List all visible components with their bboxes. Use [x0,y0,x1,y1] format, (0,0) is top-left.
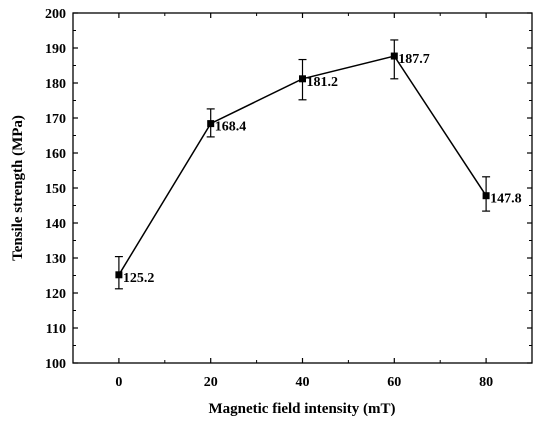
data-label: 181.2 [307,75,339,90]
data-label: 147.8 [490,192,521,207]
data-point [207,120,215,128]
y-tick-label: 130 [45,252,66,267]
y-tick-label: 120 [45,287,66,302]
x-axis-label: Magnetic field intensity (mT) [208,401,395,417]
data-point [299,75,306,83]
y-axis-label: Tensile strength (MPa) [10,115,26,261]
y-tick-label: 140 [45,217,66,232]
y-tick-label: 150 [45,182,66,197]
y-tick-label: 100 [45,357,66,372]
x-tick-label: 80 [479,375,493,390]
data-label: 168.4 [215,120,247,135]
data-label: 187.7 [398,52,430,67]
x-tick-label: 20 [204,375,218,390]
x-tick-label: 0 [115,375,122,390]
data-markers [115,52,490,279]
data-point [390,52,398,60]
x-tick-label: 60 [387,375,401,390]
y-tick-label: 180 [45,77,66,92]
y-tick-label: 200 [45,7,66,22]
y-tick-label: 110 [46,322,66,337]
data-point [115,271,123,279]
data-labels: 125.2 168.4 181.2 187.7 147.8 [123,52,522,286]
y-tick-label: 170 [45,112,66,127]
axis-ticks [72,12,533,364]
y-tick-label: 190 [45,42,66,57]
data-label: 125.2 [123,271,154,286]
x-tick-label: 40 [296,375,310,390]
y-tick-label: 160 [45,147,66,162]
axis-tick-labels: 0 20 40 60 80 100 110 120 130 140 150 160 170 180 190 2… [45,7,493,390]
data-point [482,192,490,200]
